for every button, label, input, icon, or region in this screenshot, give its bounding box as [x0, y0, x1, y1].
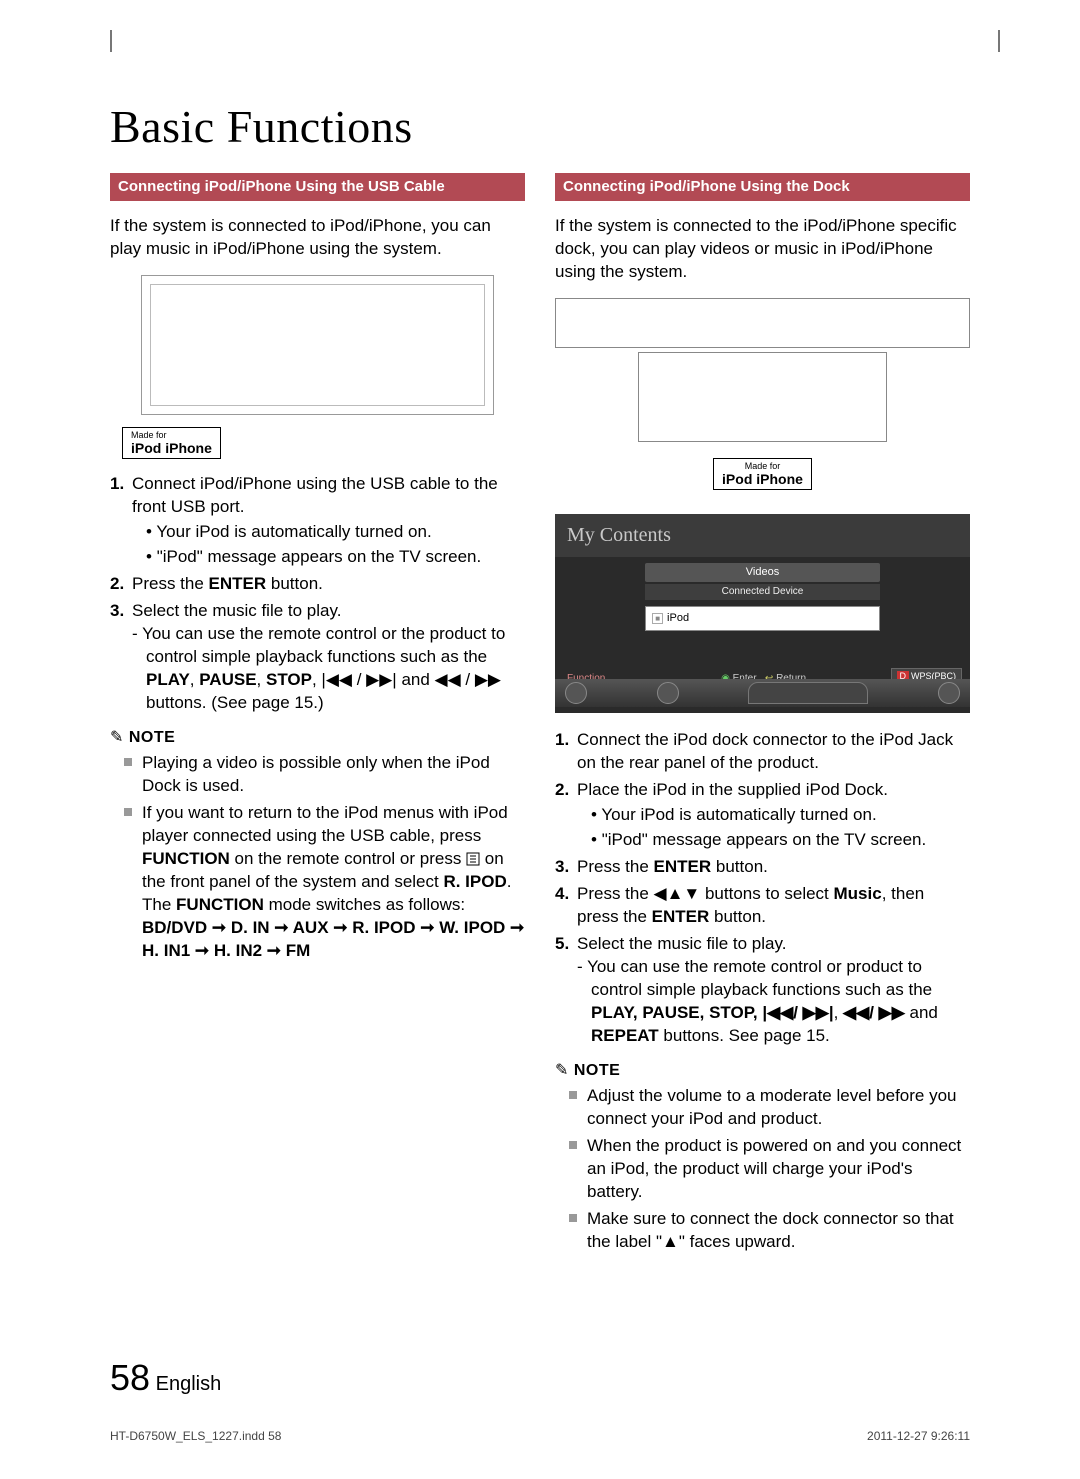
bullet: Your iPod is automatically turned on. — [591, 804, 970, 827]
note-heading: NOTE — [555, 1060, 970, 1082]
step-item: 1. Connect the iPod dock connector to th… — [555, 729, 970, 775]
bullet: "iPod" message appears on the TV screen. — [146, 546, 525, 569]
made-for-badge: Made for iPod iPhone — [122, 427, 221, 459]
tv-row: ■iPod — [645, 606, 880, 631]
sub-note: You can use the remote control or the pr… — [132, 623, 525, 715]
tv-tab: Videos — [645, 563, 880, 582]
dock-connection-diagram — [555, 298, 970, 448]
right-column: Connecting iPod/iPhone Using the Dock If… — [555, 173, 970, 1258]
page-language: English — [156, 1373, 222, 1395]
intro-text: If the system is connected to the iPod/i… — [555, 215, 970, 284]
bullet: "iPod" message appears on the TV screen. — [591, 829, 970, 852]
step-item: 3. Select the music file to play. You ca… — [110, 600, 525, 715]
made-for-big: iPod iPhone — [722, 471, 803, 487]
notes-list: Adjust the volume to a moderate level be… — [573, 1085, 970, 1254]
step-item: 2. Place the iPod in the supplied iPod D… — [555, 779, 970, 852]
notes-list: Playing a video is possible only when th… — [128, 752, 525, 962]
tv-icon — [657, 682, 679, 704]
tv-subtab: Connected Device — [645, 584, 880, 600]
page: Basic Functions Connecting iPod/iPhone U… — [0, 0, 1080, 1479]
bullet: Your iPod is automatically turned on. — [146, 521, 525, 544]
page-number: 58 — [110, 1357, 150, 1398]
made-for-badge: Made for iPod iPhone — [713, 458, 812, 490]
step-item: 4. Press the ◀▲▼ buttons to select Music… — [555, 883, 970, 929]
sub-note: You can use the remote control or produc… — [577, 956, 970, 1048]
tv-screenshot: My Contents Videos Connected Device ■iPo… — [555, 514, 970, 713]
imprint-timestamp: 2011-12-27 9:26:11 — [867, 1429, 970, 1443]
note-item: If you want to return to the iPod menus … — [128, 802, 525, 963]
note-item: Make sure to connect the dock connector … — [573, 1208, 970, 1254]
step-item: 2. Press the ENTER button. — [110, 573, 525, 596]
note-heading: NOTE — [110, 727, 525, 749]
two-column-layout: Connecting iPod/iPhone Using the USB Cab… — [110, 173, 970, 1258]
tv-icon — [565, 682, 587, 704]
usb-connection-diagram — [141, 275, 494, 415]
section-heading-dock: Connecting iPod/iPhone Using the Dock — [555, 173, 970, 201]
section-heading-usb: Connecting iPod/iPhone Using the USB Cab… — [110, 173, 525, 201]
imprint-line: HT-D6750W_ELS_1227.indd 58 2011-12-27 9:… — [110, 1429, 970, 1443]
left-column: Connecting iPod/iPhone Using the USB Cab… — [110, 173, 525, 1258]
intro-text: If the system is connected to iPod/iPhon… — [110, 215, 525, 261]
steps-list-dock: 1. Connect the iPod dock connector to th… — [555, 729, 970, 1047]
made-for-big: iPod iPhone — [131, 440, 212, 456]
note-item: Playing a video is possible only when th… — [128, 752, 525, 798]
steps-list-usb: 1. Connect iPod/iPhone using the USB cab… — [110, 473, 525, 714]
page-footer: 58 English — [110, 1357, 221, 1399]
step-item: 1. Connect iPod/iPhone using the USB cab… — [110, 473, 525, 569]
step-item: 5. Select the music file to play. You ca… — [555, 933, 970, 1048]
crop-marks — [0, 30, 1080, 60]
step-item: 3. Press the ENTER button. — [555, 856, 970, 879]
tv-icon — [938, 682, 960, 704]
tv-icon-row — [555, 679, 970, 707]
page-title: Basic Functions — [110, 100, 970, 153]
tv-title: My Contents — [555, 514, 970, 557]
note-item: Adjust the volume to a moderate level be… — [573, 1085, 970, 1131]
imprint-file: HT-D6750W_ELS_1227.indd 58 — [110, 1429, 281, 1443]
note-item: When the product is powered on and you c… — [573, 1135, 970, 1204]
